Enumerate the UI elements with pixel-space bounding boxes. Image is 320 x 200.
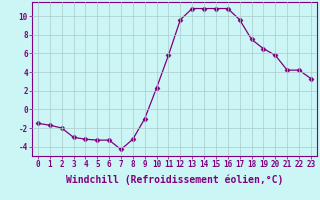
X-axis label: Windchill (Refroidissement éolien,°C): Windchill (Refroidissement éolien,°C) [66, 175, 283, 185]
